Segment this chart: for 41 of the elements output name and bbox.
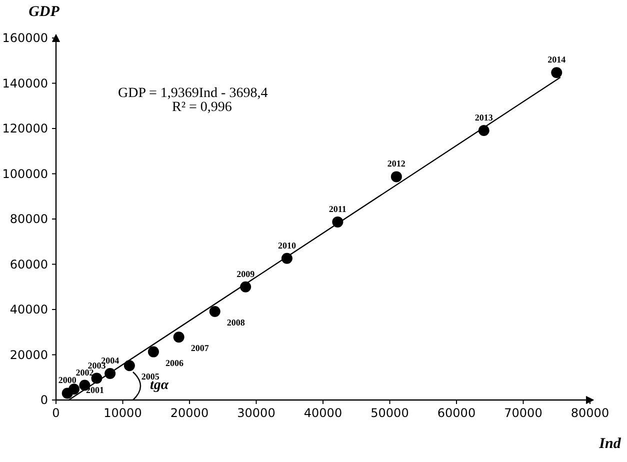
y-tick-label: 120000 (2, 122, 48, 136)
annotation: 2005 (141, 372, 160, 382)
x-axis-title: Ind (598, 436, 622, 452)
point (551, 67, 562, 78)
annotation: 2002 (76, 367, 94, 378)
y-tick-label: 140000 (2, 76, 48, 90)
point (390, 171, 402, 182)
point (148, 346, 159, 358)
y-axis-title: GDP (28, 4, 60, 20)
annotation: 2008 (226, 318, 246, 328)
annotation: 2006 (165, 358, 184, 368)
annotation: 2007 (190, 343, 210, 354)
y-tick-label: 160000 (2, 31, 48, 45)
x-tick-label: 20000 (170, 406, 209, 420)
annotation: 2011 (328, 204, 347, 214)
y-tick-label: 80000 (10, 212, 48, 226)
x-tick-label: 10000 (104, 406, 142, 420)
x-tick-label: 70000 (504, 406, 542, 420)
annotation: R² = 0,996 (172, 100, 232, 115)
annotation: GDP = 1,9369Ind - 3698,4 (118, 86, 268, 101)
x-tick-label: 80000 (570, 406, 610, 420)
x-tick-label: 50000 (370, 406, 409, 420)
point (173, 332, 184, 343)
point (124, 360, 135, 372)
x-tick-label: 60000 (437, 406, 476, 420)
y-tick-label: 20000 (10, 348, 48, 362)
x-tick-label: 30000 (237, 406, 276, 420)
annotation: 2010 (278, 240, 296, 250)
y-tick-label: 100000 (2, 166, 48, 181)
y-tick-label: 0 (40, 393, 48, 407)
annotation: 2013 (474, 112, 494, 123)
annotation: 2012 (387, 158, 406, 169)
y-tick-label: 60000 (10, 257, 48, 272)
point (209, 306, 220, 318)
point (68, 384, 80, 395)
annotation: 2009 (236, 268, 256, 279)
x-tick-label: 40000 (304, 406, 342, 420)
y-tick-label: 40000 (10, 302, 48, 316)
x-tick-label: 0 (52, 406, 60, 420)
annotation: 2014 (548, 54, 566, 65)
annotation: 2000 (58, 375, 77, 386)
